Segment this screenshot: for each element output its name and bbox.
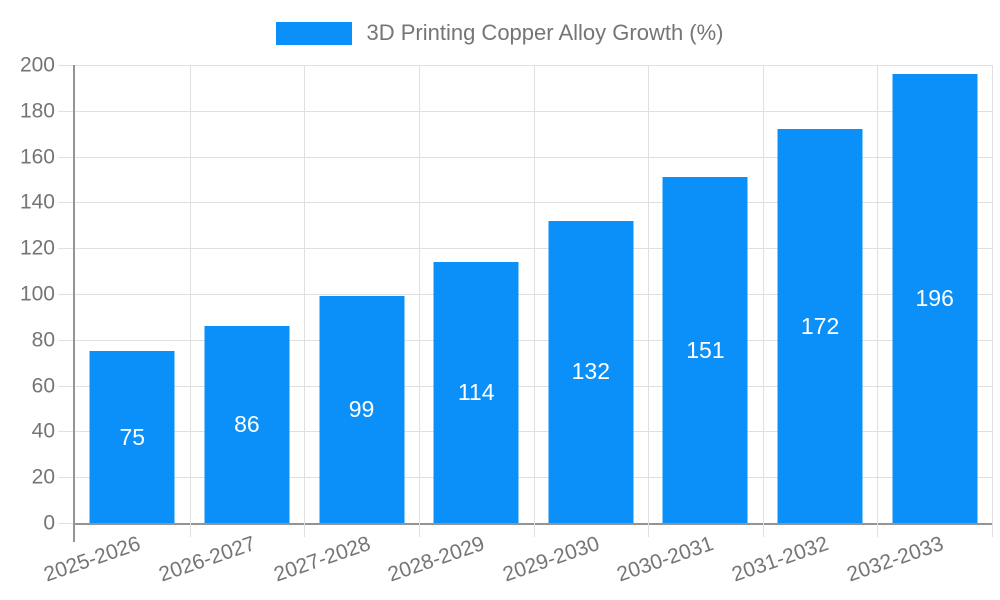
gridline-x-boundary (533, 65, 535, 537)
bar-value-label: 196 (915, 285, 954, 312)
y-tick-label: 80 (31, 328, 55, 352)
bar-value-label: 172 (800, 312, 840, 339)
y-tick-mark (58, 65, 73, 66)
legend-label: 3D Printing Copper Alloy Growth (%) (366, 20, 724, 45)
bar-2027-2028[interactable]: 99 (319, 296, 405, 523)
gridline-x-boundary (992, 65, 993, 537)
bar-value-label: 75 (119, 423, 146, 450)
bar-value-label: 86 (234, 411, 260, 438)
y-tick-mark (58, 339, 73, 341)
y-tick-label: 200 (19, 53, 55, 77)
gridline-x-boundary (304, 65, 306, 537)
y-tick-label: 20 (31, 465, 55, 489)
y-tick-label: 0 (43, 511, 55, 535)
y-tick-mark (58, 431, 73, 433)
gridline-x-boundary (648, 65, 650, 537)
x-tick-label: 2027-2028 (270, 532, 374, 587)
y-tick-mark (58, 385, 73, 387)
x-tick-label: 2029-2030 (499, 532, 603, 587)
x-axis-line (73, 523, 992, 525)
gridline-x-boundary (877, 65, 879, 537)
y-tick-label: 180 (19, 99, 55, 123)
x-tick-label: 2025-2026 (41, 532, 144, 587)
bar-2026-2027[interactable]: 86 (204, 326, 290, 523)
y-tick-mark (58, 110, 73, 112)
bar-2032-2033[interactable]: 196 (892, 74, 978, 523)
bar-2029-2030[interactable]: 132 (548, 220, 634, 523)
y-tick-mark (58, 294, 73, 295)
x-tick-label: 2031-2032 (729, 532, 832, 587)
gridline-x-boundary (762, 65, 764, 537)
y-tick-mark (58, 248, 73, 250)
y-tick-label: 140 (19, 190, 55, 214)
y-tick-mark (58, 523, 73, 524)
y-tick-label: 40 (31, 419, 55, 443)
bar-2028-2029[interactable]: 114 (433, 261, 519, 523)
x-tick-label: 2030-2031 (614, 532, 717, 587)
gridline-x-boundary (418, 65, 420, 537)
bar-2031-2032[interactable]: 172 (777, 129, 863, 523)
bar-value-label: 99 (348, 396, 375, 423)
y-tick-label: 100 (19, 282, 55, 306)
y-tick-label: 160 (19, 145, 55, 169)
bar-value-label: 132 (571, 358, 610, 385)
x-tick-label: 2032-2033 (843, 532, 947, 587)
gridline-x-boundary (189, 65, 191, 537)
x-axis-labels: 2025-2026 2026-2027 2027-2028 2028-2029 2029… (41, 523, 992, 600)
bar-2025-2026[interactable]: 75 (89, 351, 175, 523)
legend-swatch-icon (276, 21, 353, 45)
y-tick-label: 120 (19, 236, 55, 260)
plot-area: 75 86 99 114 132 151 172 196 (58, 65, 993, 542)
y-tick-label: 60 (31, 374, 55, 398)
legend[interactable]: 3D Printing Copper Alloy Growth (%) (0, 20, 1000, 46)
y-axis-labels: 0 20 40 60 80 100 120 140 160 180 200 (0, 55, 55, 534)
bar-value-label: 114 (457, 378, 495, 405)
x-tick-label: 2026-2027 (155, 532, 259, 587)
y-axis-line (73, 65, 75, 542)
y-tick-mark (58, 202, 73, 204)
y-tick-mark (58, 156, 73, 158)
y-tick-mark (58, 477, 73, 479)
bar-value-label: 151 (686, 336, 725, 363)
x-tick-label: 2028-2029 (385, 532, 488, 587)
bar-2030-2031[interactable]: 151 (662, 177, 748, 523)
